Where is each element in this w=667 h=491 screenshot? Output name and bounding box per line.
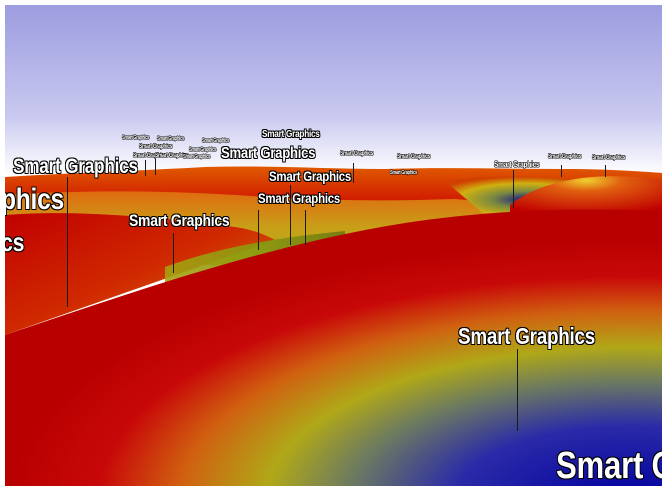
map-label-partial[interactable]: cs (5, 227, 25, 258)
map-label[interactable]: Smart Graphics (390, 170, 418, 176)
map-label[interactable]: Smart Graphics (133, 153, 167, 159)
label-stem (605, 165, 606, 177)
left-hill (5, 213, 275, 335)
3d-viewport[interactable]: Smart Graphics Smart Graphics Smart Grap… (5, 5, 662, 486)
label-stem (145, 160, 146, 176)
map-label[interactable]: Smart Graphics (458, 323, 596, 350)
map-label[interactable]: Smart Graphics (139, 144, 173, 150)
right-dome (510, 176, 662, 220)
map-label[interactable]: Smart Graphics (592, 155, 626, 161)
map-label[interactable]: Smart Graphics (183, 154, 211, 160)
map-label[interactable]: Smart Graphics (157, 136, 185, 142)
map-label[interactable]: Smart Graphics (202, 138, 230, 144)
label-stem (155, 153, 156, 175)
map-label[interactable]: Smart Graphics (340, 151, 374, 157)
map-label-partial[interactable]: Smart Gra (556, 445, 662, 486)
map-label[interactable]: Smart Graphics (397, 154, 431, 160)
map-label[interactable]: Smart Graphics (189, 147, 217, 153)
label-stem (353, 163, 354, 183)
front-hill (5, 209, 662, 486)
label-stem (290, 185, 291, 245)
map-label[interactable]: Smart Graphics (494, 160, 540, 169)
map-label[interactable]: Smart Graphics (262, 129, 320, 141)
label-stem (513, 170, 514, 208)
map-label[interactable]: Smart Graphics (269, 168, 352, 185)
label-stem (561, 165, 562, 177)
map-label[interactable]: Smart Graphics (129, 211, 230, 231)
label-stem (305, 210, 306, 245)
map-label-partial[interactable]: phics (5, 183, 65, 217)
map-label[interactable]: Smart Graphics (548, 154, 582, 160)
label-stem (258, 210, 259, 250)
terrain-scene (5, 5, 662, 486)
label-stem (517, 349, 518, 431)
label-stem (173, 233, 174, 273)
map-label[interactable]: Smart Graphics (13, 155, 139, 179)
map-label[interactable]: Smart Graphics (122, 135, 150, 141)
map-label[interactable]: Smart Graphics (258, 190, 341, 207)
map-label[interactable]: Smart Graphics (221, 145, 316, 163)
map-label[interactable]: Smart Graphics (155, 153, 189, 159)
label-stem (67, 177, 68, 307)
